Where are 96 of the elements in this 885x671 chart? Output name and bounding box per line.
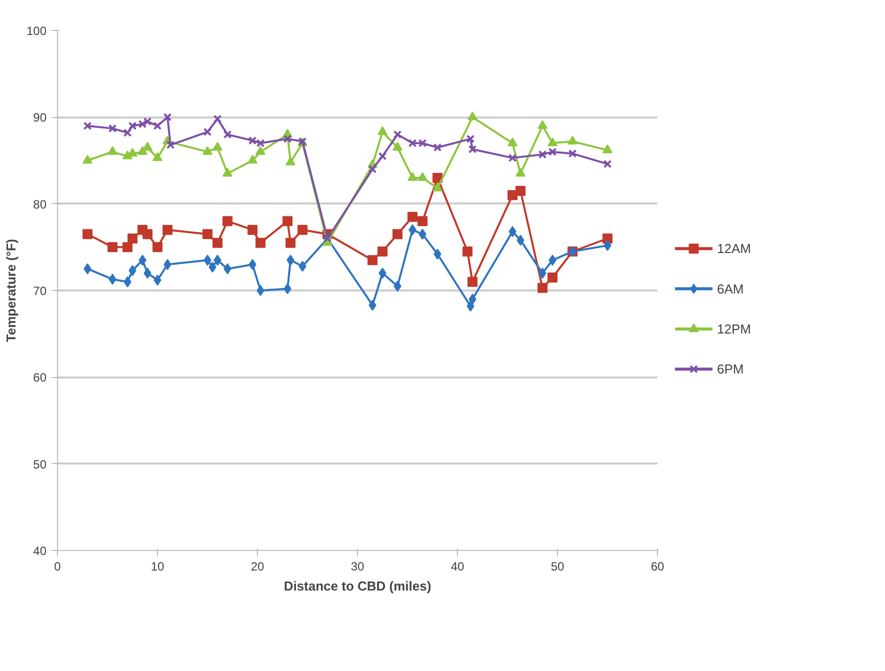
point <box>538 120 548 129</box>
point <box>568 149 577 158</box>
x-tick-label: 10 <box>150 560 164 574</box>
point <box>468 276 478 287</box>
point <box>408 172 418 181</box>
point <box>203 128 212 136</box>
legend-label: 12PM <box>717 321 751 336</box>
y-tick-label: 50 <box>33 457 47 472</box>
point <box>163 112 172 122</box>
point <box>142 142 152 151</box>
x-tick-label: 30 <box>350 560 364 574</box>
point <box>433 143 442 152</box>
point <box>418 172 428 181</box>
point <box>162 224 172 235</box>
y-tick-label: 80 <box>33 197 47 212</box>
point <box>418 216 428 226</box>
point <box>286 156 296 166</box>
point <box>212 142 222 151</box>
point <box>378 152 387 160</box>
point <box>142 229 152 240</box>
point <box>256 146 266 155</box>
x-tick-label: 60 <box>650 560 664 574</box>
point <box>248 154 258 164</box>
point <box>108 124 117 133</box>
point <box>213 114 222 124</box>
point <box>392 229 402 240</box>
point <box>548 272 558 282</box>
y-tick-label: 40 <box>33 544 47 558</box>
point <box>256 238 266 248</box>
point <box>393 130 402 139</box>
point <box>222 216 232 226</box>
point <box>602 144 612 154</box>
y-tick-label: 60 <box>33 370 47 385</box>
x-tick-label: 0 <box>54 560 62 574</box>
point <box>603 160 612 168</box>
point <box>286 238 296 248</box>
x-tick-label: 40 <box>450 560 464 574</box>
point <box>202 146 212 155</box>
y-tick-label: 70 <box>33 284 47 298</box>
y-axis-title: Temperature (°F) <box>3 238 18 342</box>
point <box>548 148 557 156</box>
point <box>222 168 232 177</box>
legend-label: 12AM <box>717 241 751 256</box>
point <box>153 122 162 130</box>
point <box>82 154 92 164</box>
y-tick-label: 100 <box>26 24 47 38</box>
legend-label: 6PM <box>717 362 744 377</box>
point <box>164 259 172 270</box>
point <box>223 130 232 139</box>
point <box>368 164 377 174</box>
x-tick-label: 50 <box>550 560 564 574</box>
legend-label: 6AM <box>717 281 744 296</box>
x-tick-label: 20 <box>250 560 264 574</box>
point <box>128 148 138 157</box>
point <box>568 136 578 145</box>
point <box>166 140 175 150</box>
point <box>368 255 378 266</box>
point <box>508 154 517 162</box>
point <box>432 182 442 192</box>
point <box>248 224 258 235</box>
point <box>122 242 132 252</box>
point <box>378 126 388 135</box>
point <box>128 122 137 130</box>
point <box>466 134 475 144</box>
point <box>602 234 612 244</box>
point <box>152 242 162 252</box>
point <box>123 128 132 137</box>
point <box>392 142 402 151</box>
point <box>282 216 292 226</box>
x-axis-title: Distance to CBD (miles) <box>284 578 432 594</box>
point <box>138 146 148 155</box>
point <box>108 242 118 252</box>
point <box>468 111 478 120</box>
point <box>212 238 222 248</box>
point <box>538 282 548 293</box>
point <box>83 122 92 130</box>
point <box>538 150 547 159</box>
point <box>283 134 292 144</box>
point <box>516 168 526 177</box>
point <box>408 212 418 222</box>
point <box>202 229 212 240</box>
point <box>82 229 92 240</box>
point <box>432 172 442 183</box>
point <box>298 224 308 235</box>
y-tick-label: 90 <box>33 110 47 125</box>
point <box>256 285 264 296</box>
point <box>462 246 472 256</box>
point <box>248 259 256 270</box>
point <box>152 152 162 161</box>
point <box>548 137 558 146</box>
point <box>508 137 518 146</box>
point <box>378 246 388 256</box>
point <box>516 186 526 196</box>
point <box>128 234 138 244</box>
point <box>468 145 477 154</box>
point <box>108 146 118 155</box>
